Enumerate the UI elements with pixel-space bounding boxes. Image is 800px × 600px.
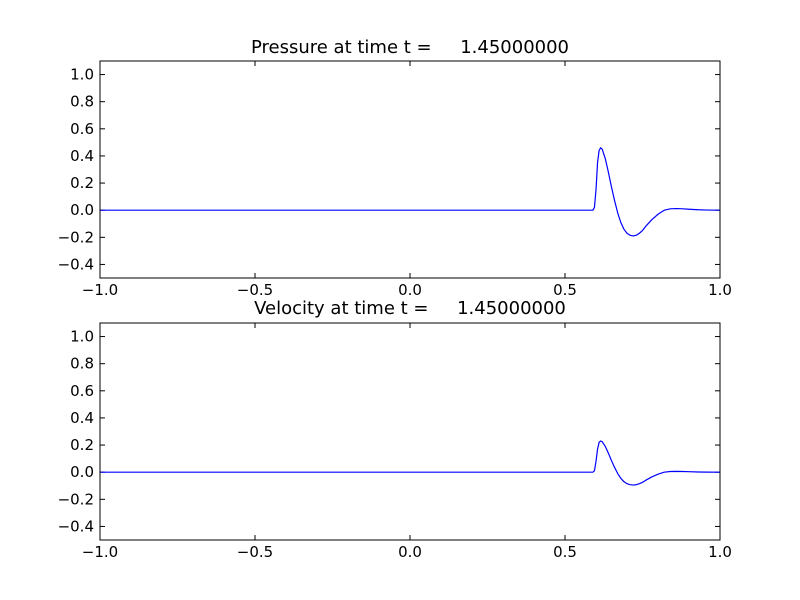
velocity-xtick-label: −0.5 — [237, 543, 273, 561]
velocity-ytick-label: 0.4 — [70, 409, 94, 427]
pressure-title: Pressure at time t = 1.45000000 — [251, 37, 569, 58]
pressure-axes: Pressure at time t = 1.45000000 −1.0 −0.5… — [58, 37, 732, 299]
velocity-xtick-label: 0.5 — [553, 543, 577, 561]
pressure-xtick-label: 0.5 — [553, 281, 577, 299]
pressure-ytick-label: −0.2 — [58, 228, 94, 246]
pressure-ytick-label: −0.4 — [58, 255, 94, 273]
velocity-ytick-label: −0.2 — [58, 490, 94, 508]
pressure-axes-frame — [99, 60, 721, 279]
pressure-xtick-label: −0.5 — [237, 281, 273, 299]
pressure-ytick-label: 0.4 — [70, 147, 94, 165]
velocity-line — [100, 440, 721, 486]
pressure-ytick-label: 1.0 — [70, 66, 94, 84]
velocity-ticks: −1.0 −0.5 0.0 0.5 1.0 −0.4 −0.2 0.0 0.2 0.4 0.6 0.8… — [58, 323, 732, 561]
pressure-xtick-label: −1.0 — [82, 281, 118, 299]
velocity-ytick-label: 0.2 — [70, 436, 94, 454]
pressure-ticks: −1.0 −0.5 0.0 0.5 1.0 −0.4 −0.2 0.0 0.2 0.4 0.6 0.8… — [58, 61, 732, 299]
velocity-title: Velocity at time t = 1.45000000 — [254, 298, 566, 319]
velocity-ytick-label: 0.0 — [70, 463, 94, 481]
velocity-ytick-label: −0.4 — [58, 517, 94, 535]
pressure-xtick-label: 0.0 — [398, 281, 422, 299]
velocity-ytick-label: 0.8 — [70, 355, 94, 373]
velocity-axes-frame — [99, 322, 721, 541]
pressure-ytick-label: 0.8 — [70, 93, 94, 111]
velocity-xtick-label: 0.0 — [398, 543, 422, 561]
velocity-axes: Velocity at time t = 1.45000000 −1.0 −0.5… — [58, 298, 732, 561]
velocity-xtick-label: −1.0 — [82, 543, 118, 561]
pressure-xtick-label: 1.0 — [708, 281, 732, 299]
pressure-series — [100, 147, 721, 237]
velocity-series — [100, 440, 721, 486]
velocity-ytick-label: 1.0 — [70, 328, 94, 346]
velocity-xtick-label: 1.0 — [708, 543, 732, 561]
pressure-ytick-label: 0.0 — [70, 201, 94, 219]
pressure-ytick-label: 0.2 — [70, 174, 94, 192]
velocity-ytick-label: 0.6 — [70, 382, 94, 400]
pressure-ytick-label: 0.6 — [70, 120, 94, 138]
pressure-line — [100, 147, 721, 237]
